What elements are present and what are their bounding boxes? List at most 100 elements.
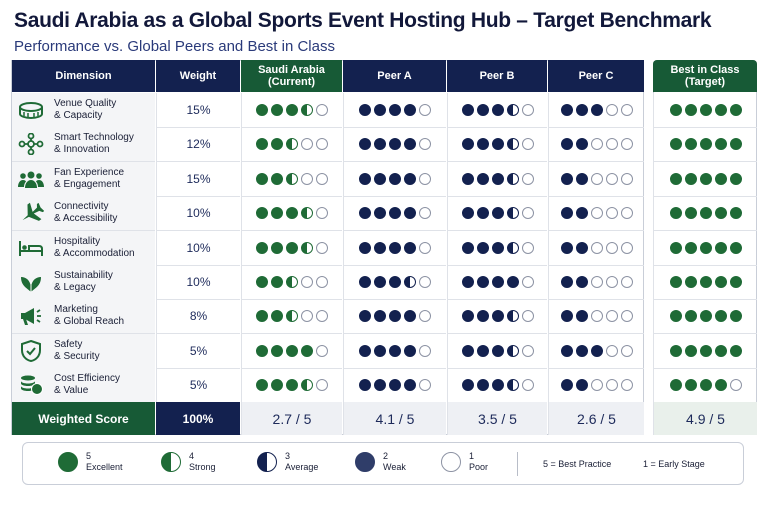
score-dots — [560, 207, 633, 220]
score-dot — [316, 310, 328, 323]
weighted-score-label: Weighted Score — [12, 402, 155, 435]
score-dot — [301, 104, 313, 116]
score-cell-peer-c — [548, 368, 644, 404]
score-dot — [301, 138, 313, 151]
score-dot — [699, 207, 712, 220]
score-dots — [669, 104, 742, 116]
score-cell-peer-c — [548, 299, 644, 335]
leaf-icon — [18, 271, 44, 293]
score-dot — [729, 207, 742, 220]
score-cell-peer-c — [548, 265, 644, 300]
score-dot — [404, 241, 416, 254]
score-cell-peer-c — [548, 127, 644, 163]
table-row: Fan Experience & Engagement 15% — [12, 161, 757, 197]
score-dot — [575, 104, 588, 116]
score-dot — [286, 138, 298, 151]
score-cell-peer-b — [447, 368, 547, 404]
score-cell-peer-a — [343, 93, 446, 128]
score-cell-saudi — [241, 265, 342, 300]
score-dot — [575, 241, 588, 254]
score-dots — [669, 379, 742, 392]
score-dot — [575, 344, 588, 357]
score-dot — [590, 379, 603, 392]
legend-label: 5 Excellent — [86, 451, 123, 472]
score-dot — [359, 241, 371, 254]
people-icon — [18, 168, 44, 190]
legend-note-best: 5 = Best Practice — [543, 459, 612, 469]
score-dot — [271, 379, 283, 392]
score-dot — [301, 276, 313, 288]
score-cell-peer-b — [447, 333, 547, 369]
score-dot — [575, 172, 588, 185]
header-saudi: Saudi Arabia (Current) — [241, 60, 342, 92]
score-dot — [286, 344, 298, 357]
legend-dot — [161, 452, 181, 472]
page-title: Saudi Arabia as a Global Sports Event Ho… — [14, 9, 712, 32]
score-dots — [669, 172, 742, 185]
score-dot — [729, 241, 742, 254]
legend-label: 4 Strong — [189, 451, 216, 472]
score-cell-peer-a — [343, 265, 446, 300]
score-dot — [476, 276, 489, 288]
score-dot — [684, 207, 697, 220]
score-cell-best — [653, 93, 757, 128]
table-row: Venue Quality & Capacity 15% — [12, 93, 757, 128]
score-dot — [506, 207, 519, 220]
score-cell-saudi — [241, 196, 342, 232]
score-dot — [560, 104, 573, 116]
dimension-cell: Hospitality & Accommodation — [12, 230, 155, 266]
score-dot — [669, 241, 682, 254]
score-dot — [669, 207, 682, 220]
score-dots — [256, 104, 328, 116]
score-dot — [590, 344, 603, 357]
score-dot — [669, 138, 682, 151]
score-dot — [506, 344, 519, 357]
weight-cell: 10% — [156, 196, 240, 232]
score-dot — [714, 172, 727, 185]
score-dot — [605, 207, 618, 220]
score-dot — [491, 276, 504, 288]
score-dot — [419, 379, 431, 392]
dimension-label: Fan Experience & Engagement — [54, 166, 125, 190]
score-dot — [301, 172, 313, 185]
score-cell-peer-a — [343, 196, 446, 232]
score-dot — [669, 344, 682, 357]
score-dot — [316, 241, 328, 254]
dimension-label: Venue Quality & Capacity — [54, 98, 117, 121]
score-dot — [389, 104, 401, 116]
score-dot — [714, 207, 727, 220]
score-cell-peer-c — [548, 161, 644, 197]
score-dots — [359, 104, 431, 116]
dimension-cell: Sustainability & Legacy — [12, 265, 155, 300]
score-dot — [461, 172, 474, 185]
score-dot — [271, 344, 283, 357]
dimension-label: Marketing & Global Reach — [54, 304, 125, 328]
score-dot — [476, 138, 489, 151]
score-cell-saudi — [241, 230, 342, 266]
score-dot — [699, 241, 712, 254]
score-dots — [669, 241, 742, 254]
weight-cell: 12% — [156, 127, 240, 163]
score-dots — [359, 344, 431, 357]
score-dot — [404, 379, 416, 392]
dimension-label: Sustainability & Legacy — [54, 270, 113, 293]
score-dot — [491, 310, 504, 323]
score-dots — [669, 207, 742, 220]
score-dot — [374, 241, 386, 254]
weighted-score-best: 4.9 / 5 — [653, 402, 757, 435]
legend-item: 3 Average — [257, 451, 318, 473]
dimension-label: Hospitality & Accommodation — [54, 235, 135, 259]
score-dot — [521, 207, 534, 220]
score-cell-peer-b — [447, 196, 547, 232]
page-subtitle: Performance vs. Global Peers and Best in… — [14, 38, 335, 55]
score-dot — [669, 276, 682, 288]
score-dot — [684, 310, 697, 323]
score-dots — [359, 241, 431, 254]
score-cell-peer-c — [548, 196, 644, 232]
score-dot — [374, 138, 386, 151]
score-dot — [491, 207, 504, 220]
score-dot — [729, 104, 742, 116]
score-dot — [590, 207, 603, 220]
score-dot — [729, 379, 742, 392]
score-dot — [256, 310, 268, 323]
